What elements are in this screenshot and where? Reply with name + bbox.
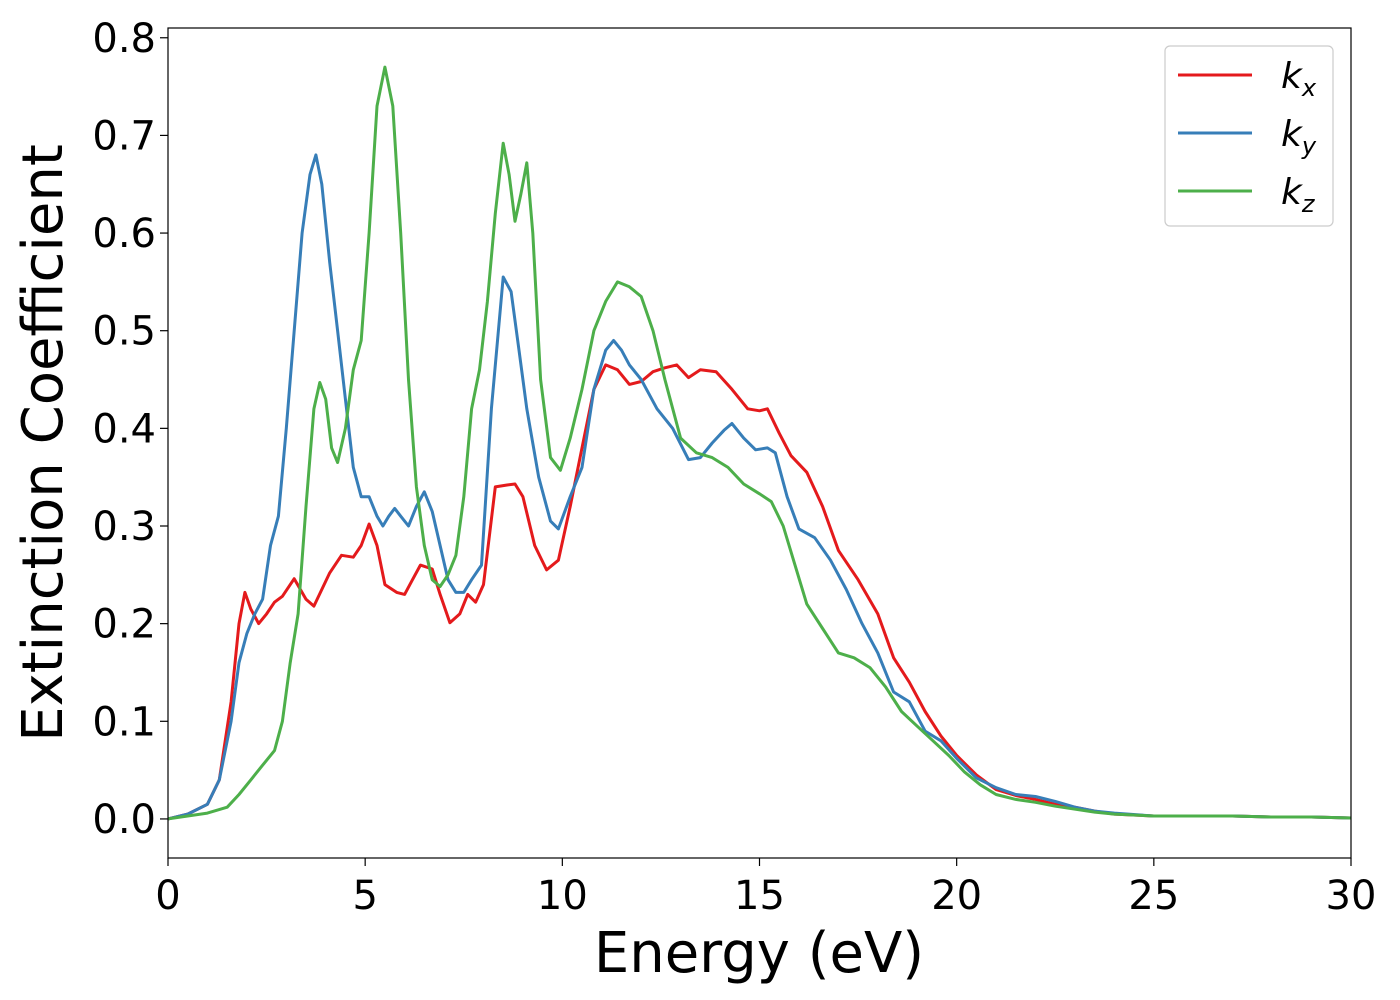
y-tick-label: 0.1 xyxy=(92,699,156,745)
series-line-kz xyxy=(168,65,1351,821)
y-tick-label: 0.2 xyxy=(92,602,156,648)
y-tick-label: 0.4 xyxy=(92,406,156,452)
series-lines xyxy=(168,65,1351,821)
y-tick-label: 0.5 xyxy=(92,309,156,355)
y-tick-label: 0.8 xyxy=(92,16,156,62)
y-tick-label: 0.6 xyxy=(92,211,156,257)
legend-label-ky: ky xyxy=(1281,114,1317,160)
y-tick-label: 0.0 xyxy=(92,797,156,843)
x-axis-label: Energy (eV) xyxy=(594,921,924,986)
x-tick-label: 10 xyxy=(537,873,588,919)
y-tick-label: 0.3 xyxy=(92,504,156,550)
legend-label-kx: kx xyxy=(1281,56,1317,102)
legend: kx ky kz xyxy=(1164,45,1334,227)
y-axis-label: Extinction Coefficient xyxy=(11,144,76,742)
x-tick-label: 25 xyxy=(1128,873,1179,919)
x-tick-label: 15 xyxy=(734,873,785,919)
legend-label-kz: kz xyxy=(1281,172,1316,218)
x-tick-label: 0 xyxy=(155,873,180,919)
x-tick-label: 30 xyxy=(1326,873,1377,919)
x-tick-label: 20 xyxy=(931,873,982,919)
x-tick-label: 5 xyxy=(352,873,377,919)
y-tick-label: 0.7 xyxy=(92,113,156,159)
axes: 0 5 10 15 20 25 30 0.0 0.1 0.2 0.3 0.4 0.5 0.6 0.7 0.8 xyxy=(92,16,1376,919)
series-line-ky xyxy=(168,153,1351,821)
legend-box xyxy=(1164,45,1334,227)
series-line-kx xyxy=(168,363,1351,821)
